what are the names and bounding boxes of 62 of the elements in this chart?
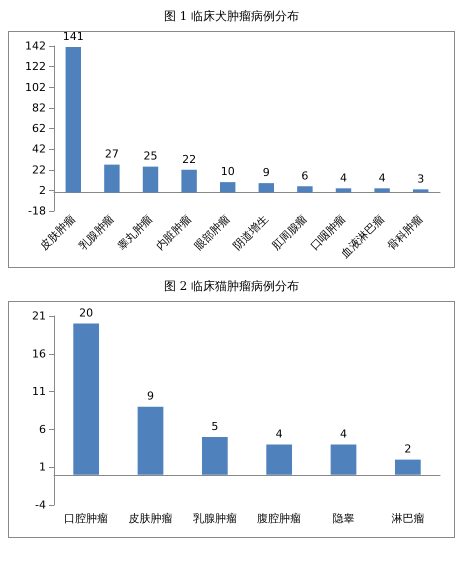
x-tick-label: 乳腺肿瘤 xyxy=(192,512,237,525)
y-tick-label: 6 xyxy=(39,422,46,436)
data-label: 5 xyxy=(211,420,218,433)
x-tick-label: 腹腔肿瘤 xyxy=(257,512,302,525)
bar xyxy=(394,460,421,475)
bar xyxy=(220,182,236,192)
y-tick-label: 21 xyxy=(32,310,46,322)
data-label: 2 xyxy=(404,442,412,456)
bar xyxy=(181,170,197,192)
y-tick-label: 22 xyxy=(32,163,46,176)
data-label: 3 xyxy=(417,172,424,186)
x-tick-label: 口腔肿瘤 xyxy=(64,512,108,525)
data-label: 20 xyxy=(79,306,94,320)
chart-title: 图 1 临床犬肿瘤病例分布 xyxy=(162,8,300,25)
x-tick-label: 皮肤肿瘤 xyxy=(128,512,172,525)
y-tick-label: 11 xyxy=(32,385,46,398)
y-tick-label: -18 xyxy=(28,204,46,218)
bar xyxy=(330,444,356,475)
data-label: 22 xyxy=(182,152,196,166)
x-tick-label: 骨科肿瘤 xyxy=(384,212,426,253)
y-tick-label: 122 xyxy=(25,60,46,74)
bar xyxy=(202,436,228,475)
bar xyxy=(258,183,274,192)
x-tick-label: 内脏肿瘤 xyxy=(153,212,194,253)
bar xyxy=(138,406,164,475)
y-tick-label: 142 xyxy=(25,40,46,52)
data-label: 27 xyxy=(104,148,119,161)
y-tick-label: 2 xyxy=(39,184,46,197)
data-label: 9 xyxy=(262,166,270,180)
data-label: 9 xyxy=(147,390,154,403)
bar xyxy=(297,186,313,192)
data-label: 4 xyxy=(340,171,347,184)
data-label: 25 xyxy=(144,150,158,163)
data-label: 4 xyxy=(378,171,386,184)
bar xyxy=(336,188,352,192)
y-tick-label: 82 xyxy=(32,101,46,114)
data-label: 4 xyxy=(276,428,283,441)
x-tick-label: 淋巴瘤 xyxy=(391,512,424,525)
bar xyxy=(266,444,292,475)
bar xyxy=(142,166,158,192)
x-tick-label: 肛周腺瘤 xyxy=(269,212,310,253)
y-tick-label: 16 xyxy=(32,347,46,360)
y-tick-label: 62 xyxy=(32,122,46,135)
x-tick-label: 乳腺肿瘤 xyxy=(76,212,116,253)
x-tick-label: 睾丸肿瘤 xyxy=(114,212,156,253)
y-tick-label: 1 xyxy=(39,460,46,474)
data-label: 10 xyxy=(220,165,235,178)
chart-title: 图 2 临床猫肿瘤病例分布 xyxy=(162,278,300,295)
data-label: 4 xyxy=(340,428,347,441)
y-tick-label: 102 xyxy=(25,80,46,94)
x-tick-label: 隐睾 xyxy=(332,512,354,525)
bar xyxy=(66,47,82,192)
y-tick-label: 42 xyxy=(32,142,46,156)
bar xyxy=(73,324,100,475)
bar xyxy=(412,189,428,192)
bar xyxy=(374,188,390,192)
y-tick-label: -4 xyxy=(35,498,46,512)
data-label: 141 xyxy=(62,30,84,44)
bar xyxy=(104,164,120,192)
x-tick-label: 阴道增生 xyxy=(230,212,271,253)
x-tick-label: 眼部肿瘤 xyxy=(192,212,232,253)
data-label: 6 xyxy=(301,169,308,182)
